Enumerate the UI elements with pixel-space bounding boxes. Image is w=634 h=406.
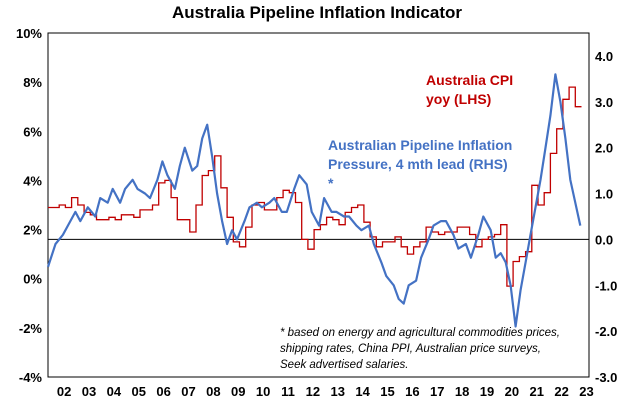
- series-line-pipeline: [46, 73, 582, 328]
- left-tick-label: 8%: [23, 75, 42, 90]
- pipeline-label-line-2: Pressure, 4 mth lead (RHS): [328, 156, 508, 172]
- x-tick-label: 08: [206, 384, 220, 399]
- x-tick-label: 13: [331, 384, 345, 399]
- x-tick-label: 18: [455, 384, 469, 399]
- cpi-label-line-1: Australia CPI: [426, 72, 513, 88]
- x-tick-label: 03: [82, 384, 96, 399]
- left-tick-label: 2%: [23, 223, 42, 238]
- x-tick-label: 04: [107, 384, 122, 399]
- x-tick-label: 17: [430, 384, 444, 399]
- x-tick-label: 06: [156, 384, 170, 399]
- x-axis-ticks: 02 03 04 05 06 07 08 09 10 11 12 13 14 15 16 17 18 19 20 21…: [57, 384, 594, 399]
- footnote-line-3: Seek advertised salaries.: [280, 359, 408, 371]
- right-tick-label: -2.0: [595, 324, 617, 339]
- right-tick-label: -1.0: [595, 278, 617, 293]
- left-tick-label: 10%: [16, 26, 42, 41]
- x-tick-label: 20: [505, 384, 519, 399]
- left-tick-label: 6%: [23, 124, 42, 139]
- cpi-label-line-2: yoy (LHS): [426, 91, 491, 107]
- pipeline-label-line-3: *: [328, 175, 334, 191]
- left-axis-ticks: -4% -2% 0% 2% 4% 6% 8% 10%: [16, 26, 42, 385]
- right-axis-ticks: -3.0 -2.0 -1.0 0.0 1.0 2.0 3.0 4.0: [595, 49, 617, 385]
- x-tick-label: 11: [281, 384, 295, 399]
- right-tick-label: 3.0: [595, 95, 613, 110]
- x-tick-label: 14: [355, 384, 370, 399]
- x-tick-label: 15: [380, 384, 394, 399]
- x-tick-label: 22: [554, 384, 568, 399]
- x-tick-label: 02: [57, 384, 71, 399]
- footnote-line-1: * based on energy and agricultural commo…: [280, 327, 560, 339]
- x-tick-label: 07: [181, 384, 195, 399]
- x-tick-label: 23: [579, 384, 593, 399]
- left-tick-label: -4%: [19, 370, 43, 385]
- plot-frame: [47, 32, 590, 378]
- chart-title: Australia Pipeline Inflation Indicator: [172, 3, 462, 22]
- x-tick-label: 12: [306, 384, 320, 399]
- x-tick-label: 16: [405, 384, 419, 399]
- right-tick-label: 0.0: [595, 232, 613, 247]
- right-tick-label: 1.0: [595, 187, 613, 202]
- x-tick-label: 19: [480, 384, 494, 399]
- left-tick-label: -2%: [19, 321, 43, 336]
- left-tick-label: 0%: [23, 272, 42, 287]
- series-line-cpi: [48, 86, 582, 287]
- x-tick-label: 10: [256, 384, 270, 399]
- x-tick-label: 05: [132, 384, 146, 399]
- x-tick-label: 21: [530, 384, 544, 399]
- footnote-line-2: shipping rates, China PPI, Australian pr…: [280, 343, 541, 355]
- pipeline-label-line-1: Australian Pipeline Inflation: [328, 137, 512, 153]
- x-tick-label: 09: [231, 384, 245, 399]
- right-tick-label: 2.0: [595, 141, 613, 156]
- right-tick-label: -3.0: [595, 370, 617, 385]
- left-tick-label: 4%: [23, 173, 42, 188]
- right-tick-label: 4.0: [595, 49, 613, 64]
